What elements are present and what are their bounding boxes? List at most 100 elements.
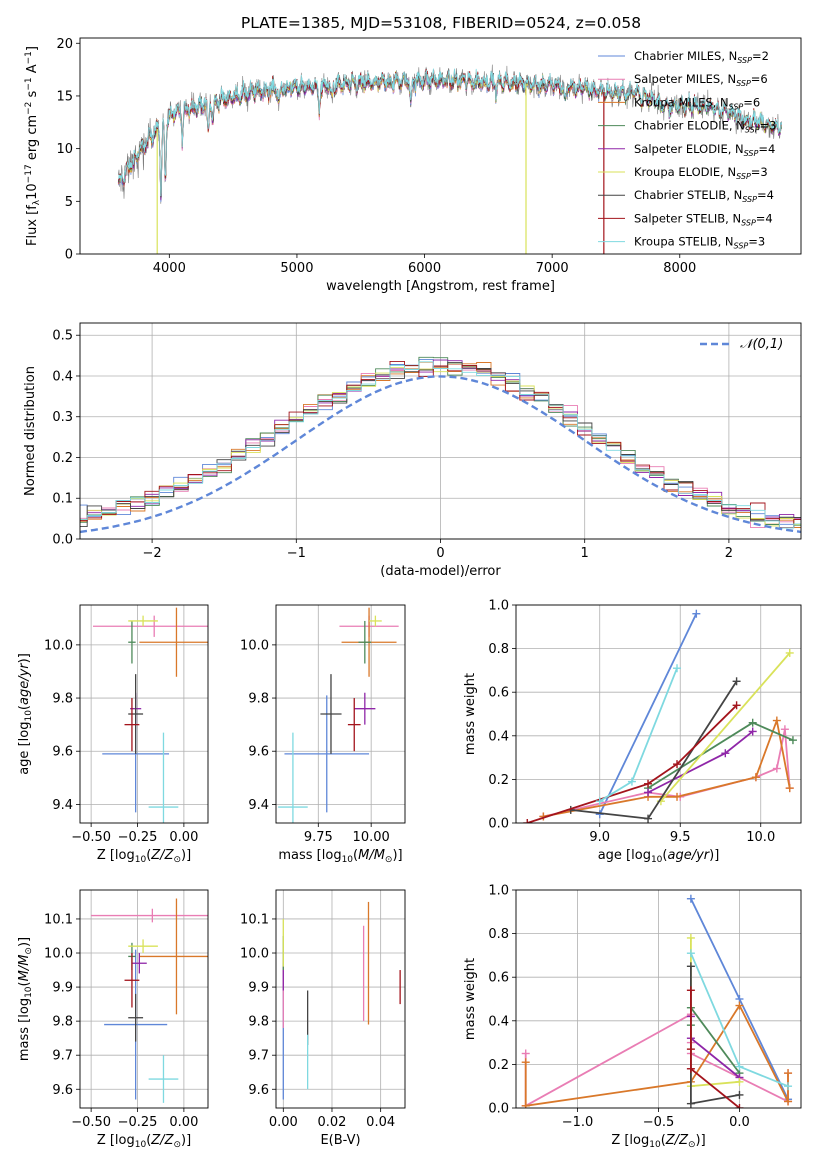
mass-weight-marker: [772, 764, 781, 773]
mass-weight-line-salpeter-elodie: [690, 1016, 741, 1079]
axes-frame: [79, 604, 209, 824]
y-tick-label: 9.8: [248, 692, 269, 707]
x-axis-label: Z [log10(Z/Z⊙)]: [611, 1133, 705, 1150]
x-tick-label: −1: [287, 546, 306, 561]
y-tick-label: 10.0: [44, 947, 73, 962]
spectrum-panel: 4000 5000 6000 7000 8000 0 5 10 15 20 wavelength […: [24, 37, 802, 294]
y-tick-label: 0.2: [488, 773, 509, 788]
errorbar-salpeter-miles: [91, 908, 208, 923]
errorbar-kroupa-elodie: [369, 615, 382, 627]
mass-weight-marker: [686, 962, 695, 971]
mass-weight-marker: [784, 1069, 793, 1078]
y-tick-label: 9.7: [248, 1049, 269, 1064]
x-tick-label: 6000: [408, 261, 441, 276]
mass-weight-marker: [686, 986, 695, 995]
mass-weight-marker: [521, 1101, 530, 1108]
mass-weight-marker: [686, 1064, 695, 1073]
x-tick-label: 4000: [153, 261, 186, 276]
mass-weight-marker: [644, 788, 653, 797]
mass-weight-marker: [735, 1077, 744, 1086]
mass-weight-vs-metallicity-panel: −1.0 −0.5 0.0 0.0 0.2 0.4 0.6 0.8 1.0 Z [log10(Z/…: [463, 884, 802, 1150]
plot-area: [521, 894, 793, 1108]
errorbar-salpeter-stelib: [124, 953, 140, 1008]
mass-weight-line-chabrier-miles: [598, 613, 698, 815]
x-tick-label: 5000: [280, 261, 313, 276]
y-tick-label: 0.6: [488, 686, 509, 701]
y-tick-label: 0.8: [488, 642, 509, 657]
mass-weight-marker: [751, 773, 760, 782]
mass-weight-marker: [644, 779, 653, 788]
mass-weight-marker: [748, 727, 757, 736]
normal-reference-curve: [80, 375, 801, 534]
plot-area: [92, 607, 208, 823]
x-axis-label: age [log10(age/yr)]: [598, 848, 720, 865]
age-vs-metallicity-panel: −0.50 −0.25 0.00 9.4 9.6 9.8 10.0 Z [log10(Z/Z⊙…: [17, 604, 209, 865]
errorbar-chabrier-elodie: [358, 620, 372, 664]
age-vs-mass-panel: 9.75 10.00 9.4 9.6 9.8 10.0 mass [log10(M/M⊙)]: [240, 604, 406, 865]
legend-label-salpeter-miles: Salpeter MILES, NSSP=6: [634, 72, 768, 88]
axes-frame: [79, 37, 802, 255]
x-tick-label: 0.00: [169, 830, 198, 845]
y-tick-label: 9.6: [248, 745, 269, 760]
y-tick-label: 10.0: [240, 947, 269, 962]
y-tick-label: 9.7: [52, 1049, 73, 1064]
x-tick-label: 10.00: [353, 830, 390, 845]
mass-weight-line-salpeter-stelib: [690, 990, 741, 1108]
mass-weight-marker: [785, 648, 794, 657]
mass-weight-marker: [644, 814, 653, 823]
x-tick-label: 0: [436, 546, 444, 561]
x-tick-label: −0.25: [118, 830, 158, 845]
mass-weight-marker: [735, 1104, 744, 1108]
y-tick-label: 0.0: [488, 817, 509, 832]
y-tick-label: 0.1: [52, 492, 73, 507]
mass-weight-marker: [686, 1099, 695, 1108]
mass-weight-marker: [732, 677, 741, 686]
y-tick-label: 0.4: [488, 1014, 509, 1029]
x-tick-label: 0.0: [729, 1115, 750, 1130]
y-tick-label: 0.6: [488, 971, 509, 986]
mass-weight-marker: [772, 716, 781, 725]
y-tick-label: 0.4: [488, 729, 509, 744]
y-tick-label: 9.6: [248, 1083, 269, 1098]
errorbar-kroupa-miles: [139, 898, 208, 1015]
errorbar-kroupa-miles: [139, 607, 208, 677]
legend-label-normal: 𝒩(0,1): [740, 337, 783, 352]
y-tick-label: 0.8: [488, 927, 509, 942]
mass-weight-marker: [692, 609, 701, 618]
x-tick-label: 9.0: [589, 830, 610, 845]
residual-histogram-panel: −2 −1 0 1 2 0.0 0.1 0.2 0.3 0.4 0.5 (data-model)/er…: [23, 322, 802, 579]
y-tick-label: 0.5: [52, 329, 73, 344]
plot-area: [80, 356, 801, 534]
x-tick-label: 9.75: [304, 830, 333, 845]
x-axis-label: Z [log10(Z/Z⊙)]: [97, 848, 191, 865]
y-tick-label: 10.0: [44, 638, 73, 653]
legend-label-chabrier-stelib: Chabrier STELIB, NSSP=4: [634, 188, 774, 204]
y-tick-label: 15: [56, 89, 73, 104]
x-tick-label: 9.5: [670, 830, 691, 845]
errorbar-chabrier-stelib: [320, 674, 342, 754]
axes-frame: [79, 322, 802, 540]
mass-weight-line-salpeter-miles: [524, 1012, 789, 1108]
x-tick-label: −0.50: [71, 1115, 111, 1130]
mass-weight-marker: [686, 1045, 695, 1054]
errorbar-salpeter-miles: [92, 615, 208, 637]
figure-title: PLATE=1385, MJD=53108, FIBERID=0524, z=0…: [241, 14, 641, 32]
mass-vs-metallicity-panel: −0.50 −0.25 0.00 9.6 9.7 9.8 9.9 10.0 10.1 Z [log…: [17, 889, 209, 1150]
x-tick-label: −0.25: [118, 1115, 158, 1130]
errorbar-salpeter-stelib: [124, 698, 140, 752]
axes-frame: [79, 889, 209, 1109]
errorbar-kroupa-stelib: [148, 1055, 179, 1103]
y-tick-label: 20: [56, 37, 73, 52]
mass-weight-marker: [673, 792, 682, 801]
y-tick-label: 1.0: [488, 884, 509, 899]
plot-area: [523, 609, 797, 823]
legend-label-salpeter-elodie: Salpeter ELODIE, NSSP=4: [634, 142, 775, 158]
y-tick-label: 9.8: [52, 1015, 73, 1030]
errorbar-salpeter-elodie: [131, 953, 147, 974]
mass-weight-vs-age-panel: 9.0 9.5 10.0 0.0 0.2 0.4 0.6 0.8 1.0 age [log10(a…: [463, 599, 802, 865]
legend-label-chabrier-elodie: Chabrier ELODIE, NSSP=3: [634, 119, 776, 135]
mass-weight-marker: [673, 760, 682, 769]
mass-weight-marker: [686, 894, 695, 903]
legend-label-chabrier-miles: Chabrier MILES, NSSP=2: [634, 49, 769, 65]
